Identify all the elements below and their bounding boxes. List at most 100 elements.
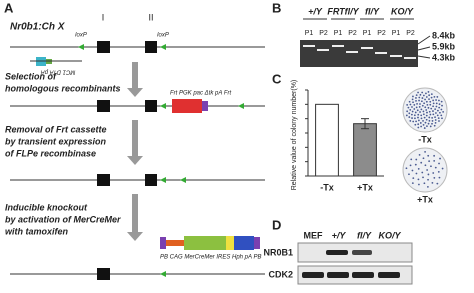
- colony: [433, 124, 436, 127]
- construct-floxed: [10, 174, 265, 186]
- colony: [417, 91, 419, 94]
- colony: [419, 111, 421, 113]
- colony: [422, 157, 425, 160]
- colony: [423, 116, 426, 119]
- colony: [429, 113, 432, 116]
- colony: [438, 162, 440, 165]
- colony: [422, 94, 425, 97]
- colony: [415, 99, 417, 102]
- lane-label: KO/Y: [378, 230, 401, 240]
- colony: [424, 98, 426, 101]
- colony: [432, 99, 435, 102]
- colony: [429, 103, 432, 106]
- colony: [415, 172, 418, 175]
- colony: [408, 173, 410, 176]
- plate: [402, 87, 448, 133]
- colony: [424, 106, 427, 109]
- colony: [439, 111, 441, 114]
- plates: -Tx +Tx: [402, 87, 448, 204]
- colony: [425, 118, 428, 121]
- colony: [428, 110, 431, 113]
- colony: [422, 110, 425, 113]
- colony: [406, 110, 409, 113]
- panel-letter: B: [272, 0, 281, 15]
- primer-label: P2: [406, 30, 415, 37]
- colony: [438, 176, 441, 179]
- colony: [434, 108, 437, 111]
- colony: [411, 106, 413, 108]
- colony: [417, 126, 420, 129]
- colony: [407, 106, 410, 109]
- colony: [419, 93, 422, 96]
- colony: [438, 103, 441, 106]
- colony: [430, 165, 432, 168]
- colony: [411, 110, 414, 113]
- lane-label: fl/Y: [357, 230, 372, 240]
- plate-label: +Tx: [417, 194, 433, 204]
- panel-letter: D: [272, 217, 281, 232]
- x-tick-label: +Tx: [357, 182, 373, 192]
- colony: [437, 109, 439, 112]
- colony: [426, 111, 428, 114]
- colony: [419, 122, 422, 124]
- colony: [431, 182, 434, 184]
- colony: [409, 103, 412, 106]
- plate-label: -Tx: [418, 134, 432, 144]
- colony: [421, 91, 424, 94]
- colony: [421, 171, 424, 174]
- colony: [411, 182, 414, 185]
- colony: [431, 122, 433, 125]
- bar: [353, 123, 377, 177]
- panel-letter: C: [272, 71, 282, 86]
- colony: [420, 100, 423, 103]
- bar: [315, 103, 339, 177]
- colony: [414, 163, 417, 166]
- construct-targeted: [10, 99, 265, 113]
- colony: [418, 99, 420, 102]
- primer-label: P1: [334, 30, 343, 37]
- x-tick-label: -Tx: [320, 182, 334, 192]
- colony: [437, 117, 440, 120]
- colony: [435, 112, 437, 114]
- colony: [425, 96, 428, 98]
- step-text: by activation of MerCreMer: [5, 214, 121, 224]
- colony: [434, 116, 436, 119]
- colony: [415, 94, 418, 97]
- step-text: Selection of: [5, 71, 57, 81]
- colony: [427, 178, 429, 181]
- colony: [428, 160, 431, 163]
- plate: [402, 147, 448, 193]
- colony: [425, 114, 428, 117]
- step-text: Removal of Frt cassette: [5, 124, 107, 134]
- size-label: 4.3kb: [432, 52, 456, 62]
- colony: [431, 116, 434, 119]
- colony: [417, 167, 420, 170]
- colony: [408, 116, 411, 118]
- colony: [432, 102, 435, 105]
- colony: [425, 109, 428, 111]
- colony: [435, 99, 437, 101]
- colony: [427, 91, 430, 93]
- colony: [427, 122, 430, 125]
- colony: [441, 117, 443, 120]
- colony: [414, 117, 416, 120]
- colony: [428, 119, 431, 122]
- locus: Nr0b1:Ch X: [10, 22, 66, 33]
- panel-letter: A: [4, 0, 14, 15]
- colony: [424, 121, 427, 124]
- colony: [433, 176, 436, 179]
- loxp-label: loxP: [75, 33, 87, 39]
- step-text: by transient expression: [5, 136, 107, 146]
- arrows: [127, 62, 143, 241]
- colony: [416, 109, 419, 112]
- colony: [413, 114, 416, 117]
- colony: [416, 102, 418, 105]
- colony: [410, 158, 413, 161]
- loxp-label: loxP: [157, 33, 169, 39]
- colony: [420, 117, 423, 120]
- size-lines: [417, 35, 431, 59]
- protein-label: CDK2: [268, 269, 293, 279]
- colony: [434, 119, 437, 121]
- colony: [435, 105, 438, 108]
- colony: [418, 96, 421, 99]
